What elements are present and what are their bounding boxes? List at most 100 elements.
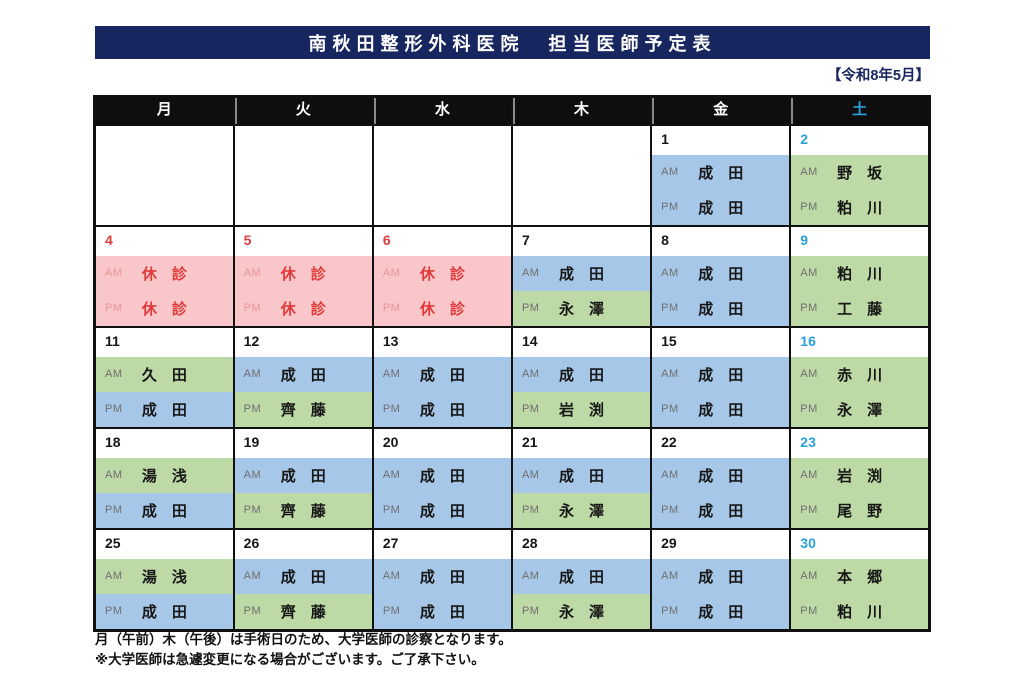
pm-slot: PM 永 澤: [512, 593, 651, 629]
day-cell-30: 30 AM 本 郷 PM 粕 川: [789, 527, 931, 631]
am-label: AM: [661, 267, 679, 279]
am-label: AM: [105, 267, 123, 279]
am-slot: AM 岩 渕: [791, 457, 928, 493]
doctor-name: 成 田: [698, 401, 744, 419]
doctor-name: 工 藤: [837, 300, 883, 318]
doctor-name: 成 田: [698, 502, 744, 520]
date-number: 25: [96, 529, 233, 559]
am-label: AM: [243, 469, 262, 481]
pm-label: PM: [243, 504, 262, 516]
weekday-header-wed: 水: [371, 95, 513, 126]
am-slot: AM 成 田: [512, 457, 651, 493]
pm-label: PM: [521, 504, 540, 516]
weekday-header-fri: 金: [650, 95, 792, 126]
am-label: AM: [105, 469, 123, 481]
doctor-name: 成 田: [698, 603, 744, 621]
pm-label: PM: [105, 302, 123, 314]
am-label: AM: [521, 469, 540, 481]
am-slot: AM 久 田: [96, 356, 233, 392]
day-cell-6: 6 AM 休 診 PM 休 診: [371, 224, 513, 328]
date-number: 20: [373, 428, 511, 458]
day-cell-20: 20 AM 成 田 PM 成 田: [371, 426, 513, 530]
doctor-name: 成 田: [419, 467, 465, 485]
am-label: AM: [243, 267, 262, 279]
date-number: 12: [234, 327, 372, 357]
am-label: AM: [800, 469, 818, 481]
am-label: AM: [105, 570, 123, 582]
am-slot: AM 成 田: [234, 356, 372, 392]
am-slot: AM 成 田: [234, 558, 372, 594]
weekday-header-row: 月火水木金土: [93, 95, 931, 126]
pm-slot: PM 岩 渕: [512, 391, 651, 427]
pm-slot: PM 齊 藤: [234, 593, 372, 629]
date-number: 13: [373, 327, 511, 357]
pm-label: PM: [800, 504, 818, 516]
am-label: AM: [800, 570, 818, 582]
am-label: AM: [105, 368, 123, 380]
pm-slot: PM 成 田: [652, 189, 790, 225]
am-slot: AM 休 診: [96, 255, 233, 291]
doctor-name: 成 田: [419, 401, 465, 419]
am-label: AM: [243, 570, 262, 582]
day-cell-empty: [93, 123, 235, 227]
am-slot: AM 成 田: [512, 558, 651, 594]
date-number: 27: [373, 529, 511, 559]
doctor-name: 成 田: [141, 502, 187, 520]
date-number: 30: [791, 529, 928, 559]
am-label: AM: [661, 368, 679, 380]
am-label: AM: [800, 368, 818, 380]
weekday-header-mon: 月: [93, 95, 235, 126]
doctor-name: 粕 川: [837, 603, 883, 621]
date-number: 7: [512, 226, 651, 256]
am-slot: AM 野 坂: [791, 154, 928, 190]
date-number: 21: [512, 428, 651, 458]
pm-slot: PM 成 田: [96, 492, 233, 528]
doctor-name: 永 澤: [559, 502, 605, 520]
am-slot: AM 湯 浅: [96, 558, 233, 594]
am-label: AM: [661, 570, 679, 582]
doctor-name: 粕 川: [837, 265, 883, 283]
doctor-name: 成 田: [419, 366, 465, 384]
pm-label: PM: [243, 605, 262, 617]
pm-label: PM: [105, 605, 123, 617]
date-number: 14: [512, 327, 651, 357]
am-slot: AM 成 田: [652, 154, 790, 190]
am-slot: AM 成 田: [234, 457, 372, 493]
closed-text: 休 診: [419, 300, 465, 318]
doctor-name: 岩 渕: [559, 401, 605, 419]
pm-label: PM: [800, 201, 818, 213]
day-cell-5: 5 AM 休 診 PM 休 診: [232, 224, 374, 328]
date-number: 11: [96, 327, 233, 357]
am-label: AM: [382, 570, 401, 582]
pm-slot: PM 成 田: [652, 290, 790, 326]
pm-slot: PM 成 田: [96, 593, 233, 629]
doctor-name: 久 田: [141, 366, 187, 384]
pm-label: PM: [800, 302, 818, 314]
day-cell-1: 1 AM 成 田 PM 成 田: [650, 123, 792, 227]
am-slot: AM 成 田: [652, 255, 790, 291]
doctor-name: 永 澤: [837, 401, 883, 419]
date-number: 28: [512, 529, 651, 559]
doctor-name: 成 田: [559, 265, 605, 283]
week-row: 1 AM 成 田 PM 成 田 2 AM 野 坂 PM 粕 川: [93, 123, 931, 227]
pm-slot: PM 永 澤: [512, 492, 651, 528]
date-number: 22: [652, 428, 790, 458]
day-cell-empty: [371, 123, 513, 227]
pm-slot: PM 永 澤: [791, 391, 928, 427]
am-slot: AM 成 田: [373, 558, 511, 594]
am-label: AM: [382, 469, 401, 481]
day-cell-13: 13 AM 成 田 PM 成 田: [371, 325, 513, 429]
doctor-name: 成 田: [698, 366, 744, 384]
pm-slot: PM 成 田: [373, 492, 511, 528]
day-cell-empty: [232, 123, 374, 227]
week-row: 18 AM 湯 浅 PM 成 田 19 AM 成 田 PM 齊 藤 20 AM 成 田 PM 成 田 21 AM…: [93, 426, 931, 530]
date-number: 29: [652, 529, 790, 559]
pm-label: PM: [105, 504, 123, 516]
am-label: AM: [521, 368, 540, 380]
day-cell-29: 29 AM 成 田 PM 成 田: [650, 527, 792, 631]
doctor-name: 岩 渕: [837, 467, 883, 485]
pm-slot: PM 成 田: [96, 391, 233, 427]
doctor-name: 粕 川: [837, 199, 883, 217]
pm-label: PM: [661, 201, 679, 213]
